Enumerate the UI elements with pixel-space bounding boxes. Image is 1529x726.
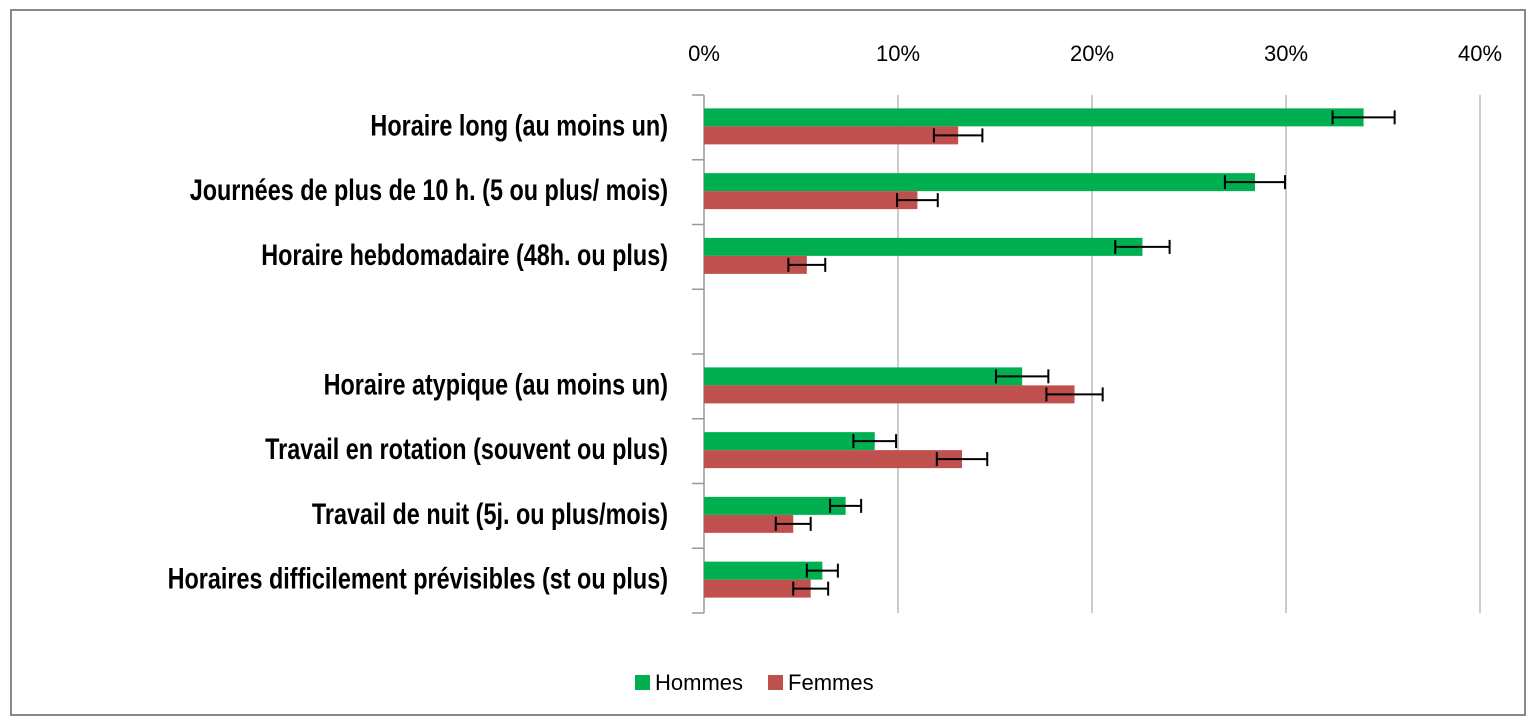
bar [704, 237, 1143, 256]
bar [704, 514, 794, 533]
y-tick-label: Horaires difficilement prévisibles (st o… [168, 562, 668, 595]
error-bar [896, 193, 939, 208]
y-tick-label-group: Horaire long (au moins un) [370, 109, 668, 142]
bar [704, 450, 963, 469]
error-bar [994, 369, 1050, 384]
error-bar [1223, 175, 1287, 190]
y-tick-label: Journées de plus de 10 h. (5 ou plus/ mo… [190, 173, 668, 206]
bar [704, 385, 1075, 404]
x-tick-label: 20% [1070, 41, 1114, 66]
y-tick-label-group: Horaires difficilement prévisibles (st o… [168, 562, 668, 595]
legend-label: Femmes [788, 670, 874, 695]
error-bar [787, 257, 827, 272]
y-tick-label: Horaire atypique (au moins un) [324, 368, 668, 401]
bar [704, 496, 846, 515]
bar [704, 108, 1364, 127]
error-bar [1114, 239, 1171, 254]
error-bar [792, 581, 830, 596]
error-bar [829, 498, 863, 513]
legend-swatch [768, 675, 784, 690]
bar [704, 561, 823, 580]
y-tick-label-group: Horaire hebdomadaire (48h. ou plus) [261, 238, 668, 271]
bar [704, 173, 1255, 192]
error-bar [1331, 110, 1396, 125]
x-tick-label: 30% [1264, 41, 1308, 66]
legend-swatch [635, 675, 650, 690]
bar [704, 579, 811, 598]
y-tick-label-group: Horaire atypique (au moins un) [324, 368, 668, 401]
y-tick-label-group: Travail de nuit (5j. ou plus/mois) [312, 497, 668, 530]
error-bar [935, 452, 989, 467]
error-bar [805, 563, 839, 578]
bar [704, 432, 875, 451]
error-bar [852, 434, 898, 449]
y-tick-label: Horaire hebdomadaire (48h. ou plus) [261, 238, 668, 271]
y-tick-label: Horaire long (au moins un) [370, 109, 668, 142]
error-bar [774, 516, 812, 531]
error-bar [932, 128, 984, 143]
bar [704, 126, 959, 145]
x-tick-label: 0% [688, 41, 720, 66]
error-bar [1045, 387, 1104, 402]
x-tick-label: 10% [876, 41, 920, 66]
bar [704, 255, 807, 274]
bar [704, 367, 1023, 386]
x-tick-label: 40% [1458, 41, 1502, 66]
bar [704, 191, 918, 210]
y-tick-label-group: Travail en rotation (souvent ou plus) [265, 432, 668, 465]
y-tick-label: Travail de nuit (5j. ou plus/mois) [312, 497, 668, 530]
y-tick-label-group: Journées de plus de 10 h. (5 ou plus/ mo… [190, 173, 668, 206]
y-tick-label: Travail en rotation (souvent ou plus) [265, 432, 668, 465]
legend-label: Hommes [655, 670, 743, 695]
